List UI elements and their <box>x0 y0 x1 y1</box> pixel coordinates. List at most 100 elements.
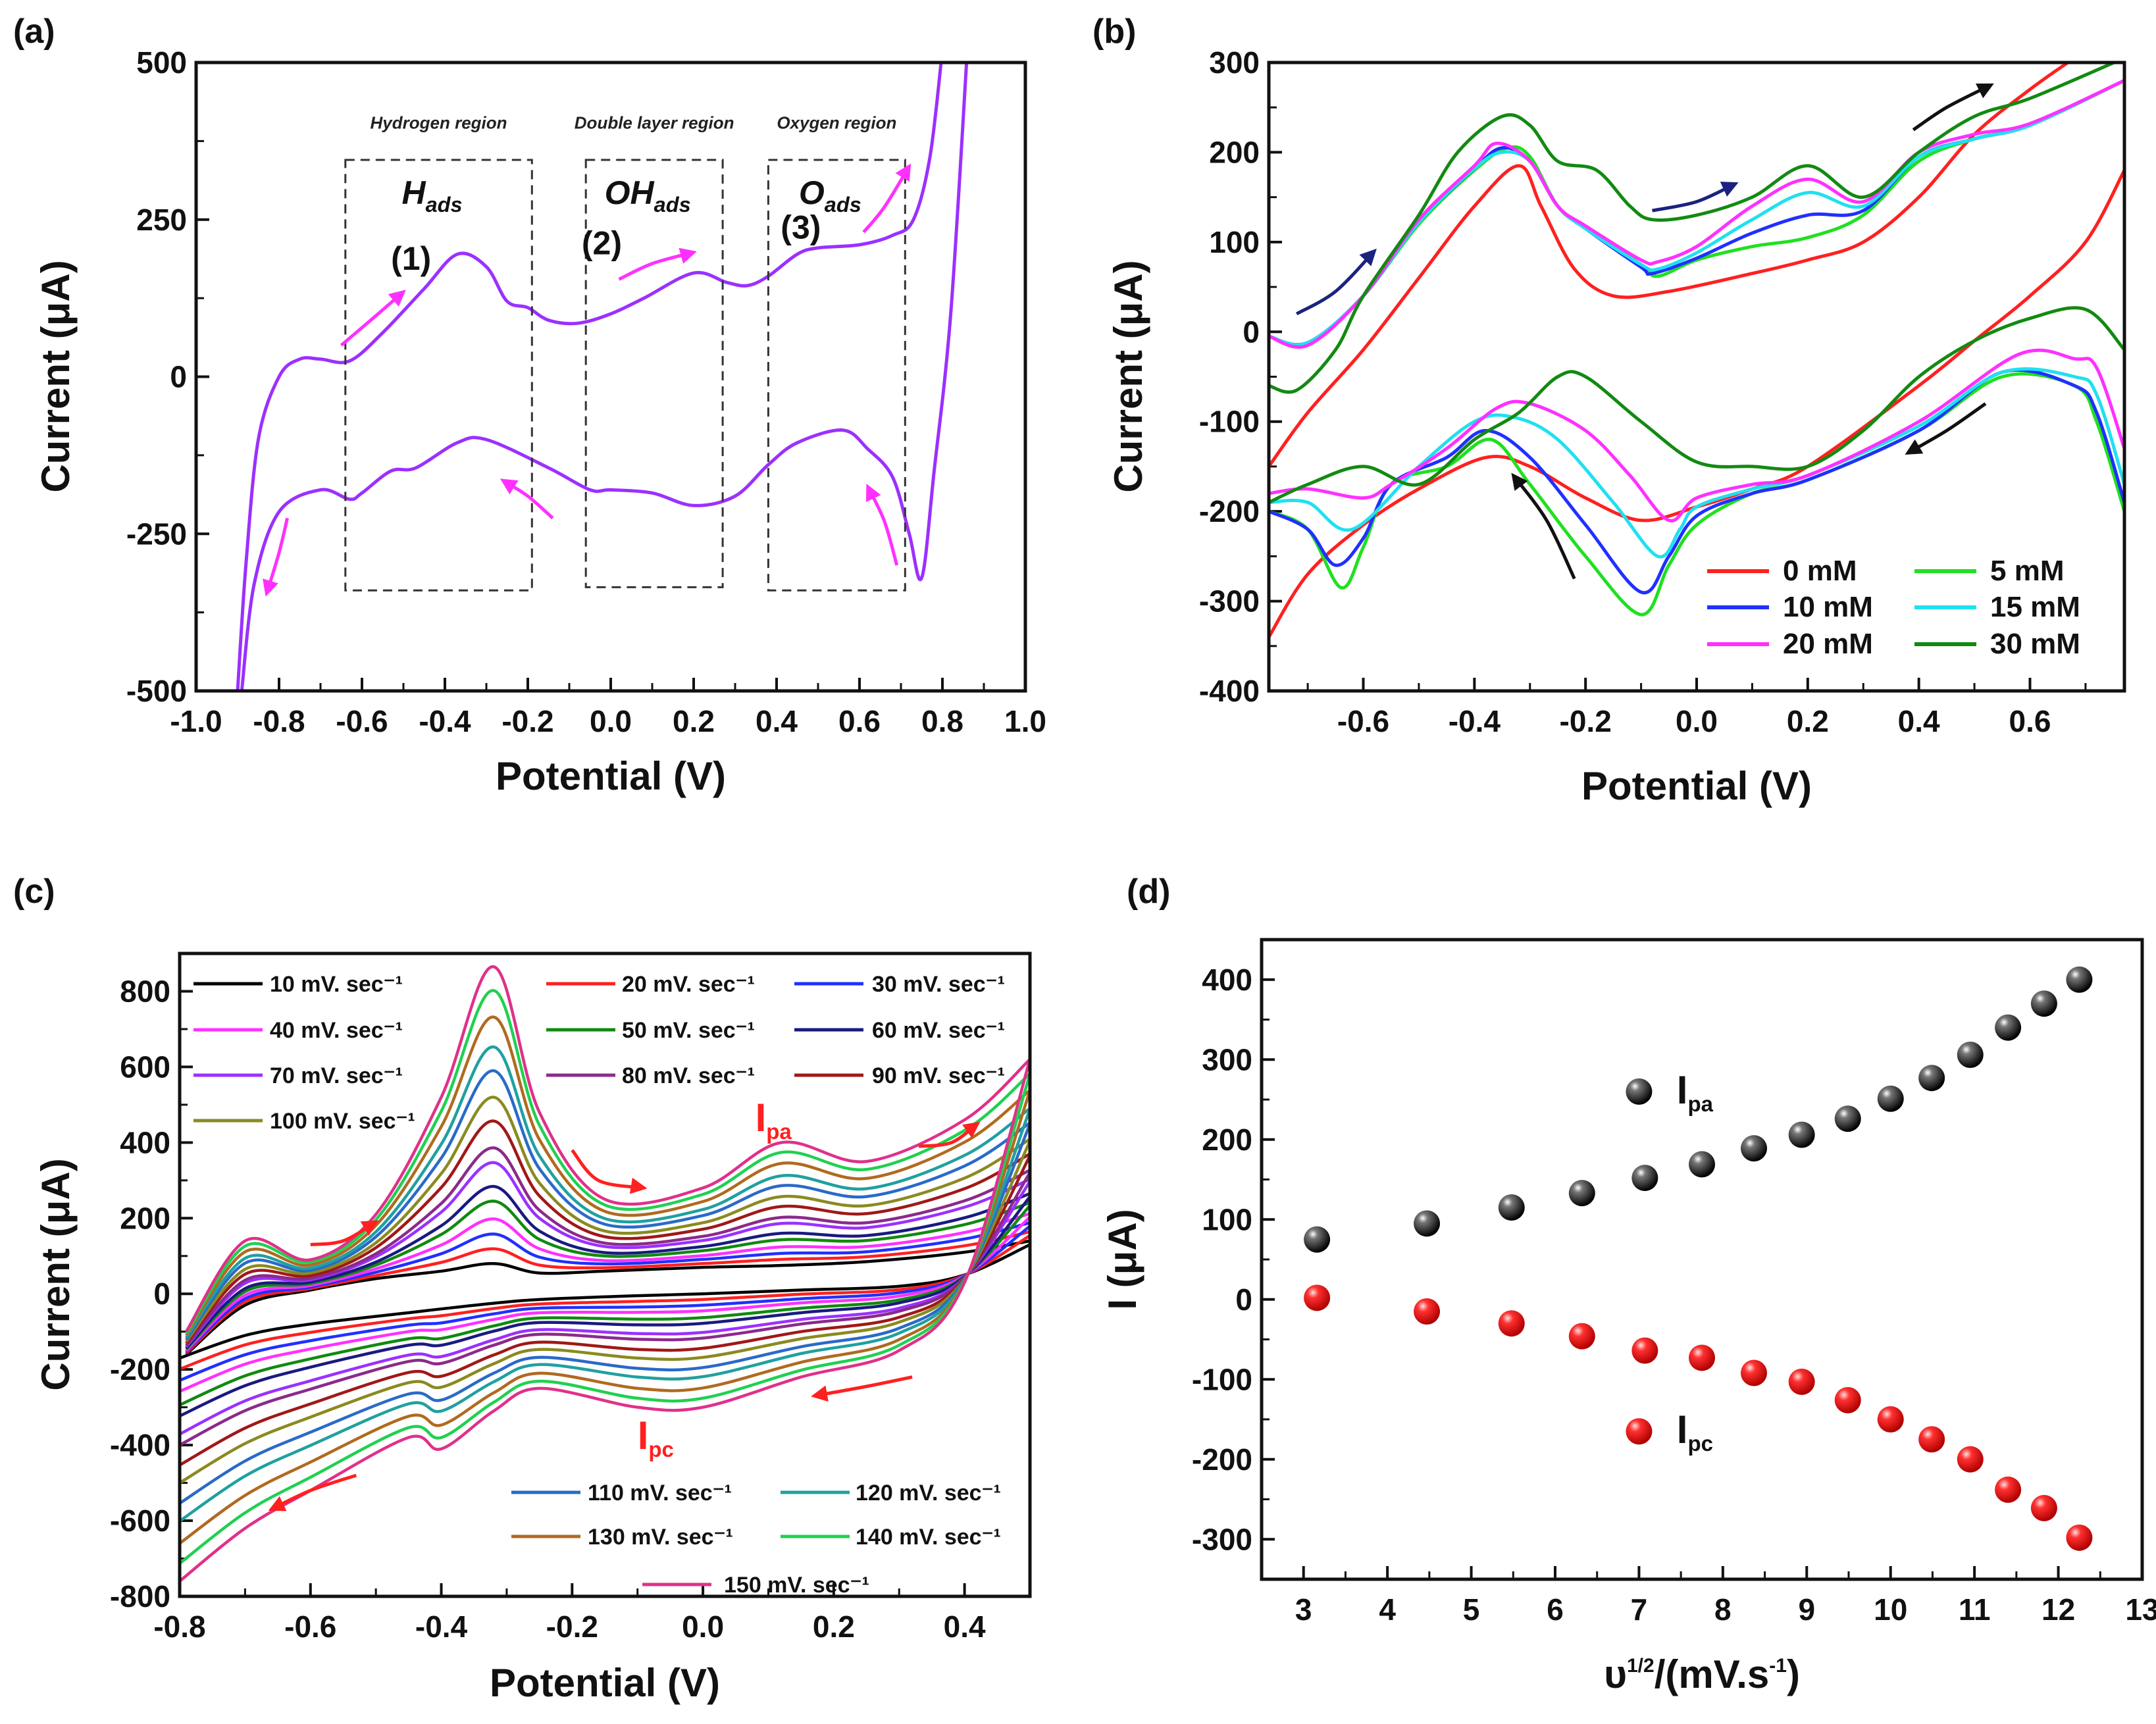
ipa-label: Ipa <box>756 1096 792 1144</box>
legend-label: 90 mV. sec⁻¹ <box>872 1063 1005 1088</box>
x-tick-label: 9 <box>1798 1592 1815 1627</box>
legend-label: 15 mM <box>1990 591 2080 623</box>
legend-label: 130 mV. sec⁻¹ <box>588 1525 733 1550</box>
cv-cathodic-scan <box>180 1073 1030 1565</box>
legend-item: 20 mV. sec⁻¹ <box>546 972 755 997</box>
legend-label: 10 mV. sec⁻¹ <box>270 972 403 997</box>
y-tick-label: 0 <box>1243 315 1260 349</box>
y-tick-label: 0 <box>1235 1282 1252 1317</box>
x-tick-label: 0.4 <box>944 1610 986 1644</box>
ipc-label-main: I <box>638 1413 649 1458</box>
y-tick-label: -500 <box>126 674 187 708</box>
plot-frame <box>1267 61 2126 693</box>
cv-cathodic-scan <box>180 1180 1030 1436</box>
x-tick-label: 5 <box>1463 1592 1480 1627</box>
cv-anodic-scan <box>185 1069 1030 1341</box>
cv-cathodic-scan <box>180 1140 1030 1484</box>
y-tick-label: 200 <box>120 1201 170 1235</box>
panel-c: (c) -0.8 -0.6 -0.4 -0.2 0.0 0.2 0.4 -800 -600 -400… <box>13 873 1032 1705</box>
y-tick-label: -200 <box>1192 1442 1252 1477</box>
data-point <box>2030 1494 2057 1521</box>
x-tick-label: 6 <box>1547 1592 1564 1627</box>
legend-label: Ipc <box>1677 1407 1713 1456</box>
cv-curve <box>240 63 969 691</box>
cv-cathodic-scan <box>180 1225 1030 1382</box>
direction-arrow <box>1295 248 1377 316</box>
legend-marker <box>1626 1078 1653 1105</box>
x-tick-label: 0.0 <box>682 1610 724 1644</box>
legend-item: 90 mV. sec⁻¹ <box>794 1063 1005 1088</box>
x-tick-label: 11 <box>1959 1592 1991 1627</box>
x-axis-title: Potential (V) <box>1581 764 1812 808</box>
ipc-label: Ipc <box>638 1413 674 1461</box>
data-point <box>1498 1310 1525 1337</box>
y-tick-label: 500 <box>136 45 187 80</box>
legend-label: 20 mM <box>1783 628 1873 660</box>
legend-label: 70 mV. sec⁻¹ <box>270 1063 403 1088</box>
x-tick-label: 0.2 <box>1787 704 1829 738</box>
cv-cathodic-scan <box>180 1243 1030 1360</box>
y-tick-label: 600 <box>120 1050 170 1084</box>
cv-cathodic-scan <box>180 1090 1030 1545</box>
y-tick-label: -100 <box>1199 405 1260 439</box>
y-tick-label: 0 <box>170 360 187 394</box>
plot-frame <box>1260 938 2144 1581</box>
region-species-main: OH <box>605 174 655 211</box>
x-tick-label: 0.2 <box>673 704 715 738</box>
cv-anodic-scan <box>185 965 1030 1332</box>
data-point <box>1414 1210 1441 1237</box>
legend-label: 150 mV. sec⁻¹ <box>724 1573 869 1598</box>
direction-arrow <box>862 163 911 234</box>
legend-item: 40 mV. sec⁻¹ <box>193 1018 403 1043</box>
region-box <box>584 159 724 588</box>
legend-marker <box>1626 1418 1653 1445</box>
cv-cathodic-scan <box>180 1215 1030 1393</box>
direction-arrow <box>1912 83 1994 132</box>
x-tick-label: -0.2 <box>501 704 553 738</box>
cv-forward-scan <box>1269 63 2118 394</box>
x-tick-label: 0.4 <box>756 704 798 738</box>
legend-item: 60 mV. sec⁻¹ <box>794 1018 1005 1043</box>
cv-cathodic-scan <box>180 1204 1030 1407</box>
peak-label: (2) <box>582 224 622 261</box>
y-axis-title: Current (μA) <box>34 1158 78 1390</box>
panel-label: (d) <box>1127 873 1170 911</box>
x-tick-label: 0.2 <box>813 1610 855 1644</box>
y-tick-label: -200 <box>110 1352 170 1386</box>
direction-arrow <box>811 1375 913 1402</box>
data-point <box>1918 1065 1945 1092</box>
legend-label: 120 mV. sec⁻¹ <box>856 1481 1001 1506</box>
legend-label: 60 mV. sec⁻¹ <box>872 1018 1005 1043</box>
y-tick-label: 100 <box>1202 1202 1252 1236</box>
direction-arrow <box>618 247 697 281</box>
x-tick-label: 0.8 <box>921 704 963 738</box>
axes: -1.0 -0.8 -0.6 -0.4 -0.2 0.0 0.2 0.4 0.6 0.8 1.0 -5… <box>126 45 1046 738</box>
region-species-subscript: ads <box>426 193 463 216</box>
region-title: Oxygen region <box>777 113 896 132</box>
cv-anodic-scan <box>185 1015 1030 1336</box>
legend-label: 110 mV. sec⁻¹ <box>588 1481 732 1506</box>
x-tick-label: -0.8 <box>153 1610 205 1644</box>
data-point <box>1304 1284 1331 1311</box>
data-point <box>1414 1298 1441 1325</box>
region-species-main: H <box>401 174 426 211</box>
legend-label: Ipa <box>1677 1068 1714 1116</box>
panel-label: (b) <box>1092 13 1136 51</box>
legend-item: 50 mV. sec⁻¹ <box>546 1018 755 1043</box>
y-tick-label: 100 <box>1209 225 1260 259</box>
plot-area <box>1304 966 2093 1551</box>
x-tick-label: -0.4 <box>419 704 471 738</box>
legend-label: 140 mV. sec⁻¹ <box>856 1525 1001 1550</box>
plot-area <box>1269 63 2124 638</box>
legend-item: 30 mM <box>1914 628 2080 660</box>
legend-label: 30 mV. sec⁻¹ <box>872 972 1005 997</box>
panel-d: (d) 3 4 5 6 7 8 9 10 11 12 13 -300 -200 -100 0 100 200 300… <box>1100 873 2156 1696</box>
direction-arrow <box>310 1220 379 1247</box>
y-tick-label: 800 <box>120 974 170 1008</box>
cv-reverse-scan <box>1269 306 2124 504</box>
y-axis-title: I (μA) <box>1100 1209 1144 1309</box>
legend-item: 140 mV. sec⁻¹ <box>781 1525 1001 1550</box>
direction-arrow <box>268 1473 357 1511</box>
y-tick-label: -200 <box>1199 494 1260 528</box>
